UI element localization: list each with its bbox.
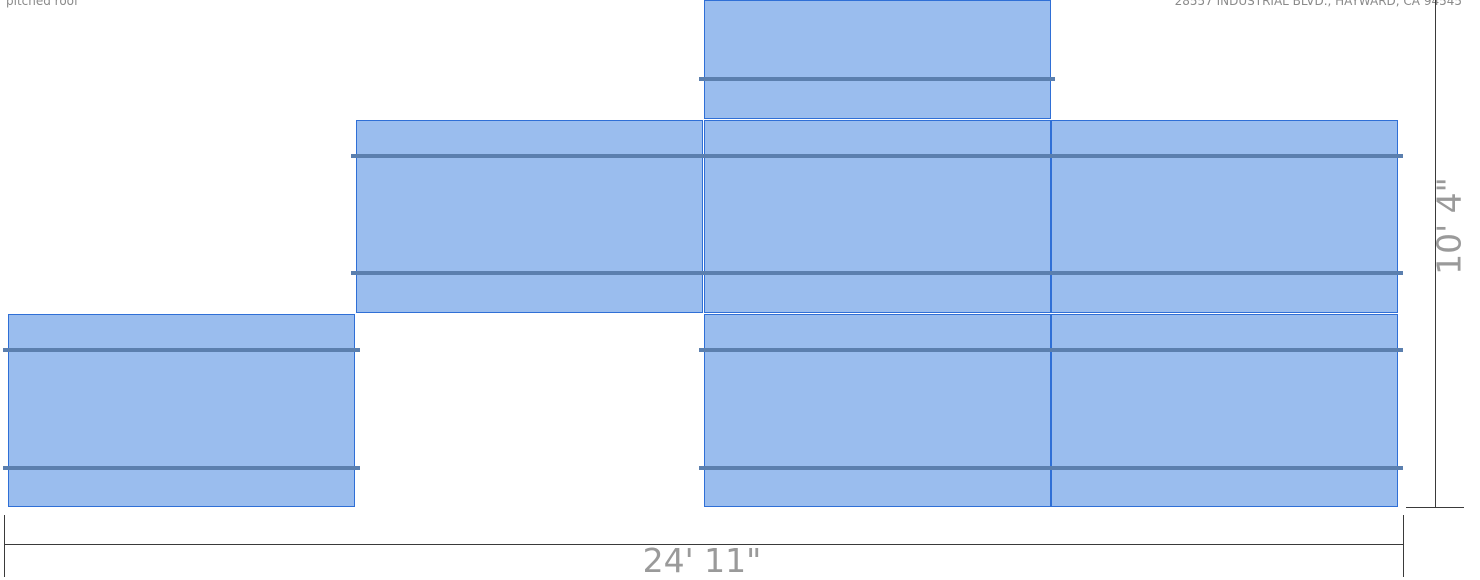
width-dimension-label: 24' 11": [642, 541, 762, 580]
mounting-rail: [699, 348, 1403, 352]
height-dimension-label: 10' 4": [1429, 177, 1469, 275]
solar-panel[interactable]: [1051, 120, 1398, 313]
mounting-rail: [351, 154, 1403, 158]
mounting-rail: [699, 77, 1055, 81]
mounting-rail: [3, 348, 360, 352]
height-dimension-line: [1435, 0, 1436, 508]
height-dimension-tick-bottom: [1406, 507, 1464, 508]
solar-panel[interactable]: [704, 120, 1051, 313]
solar-panel[interactable]: [356, 120, 703, 313]
mounting-rail: [699, 466, 1403, 470]
solar-panel[interactable]: [8, 314, 355, 507]
width-dimension-tick-right: [1403, 515, 1404, 577]
site-address-label: 28557 INDUSTRIAL BLVD., HAYWARD, CA 9454…: [1174, 0, 1462, 8]
width-dimension-line: [4, 544, 1404, 545]
mounting-rail: [3, 466, 360, 470]
width-dimension-tick-left: [4, 515, 5, 577]
solar-panel[interactable]: [704, 314, 1051, 507]
solar-panel[interactable]: [704, 0, 1051, 119]
mounting-rail: [351, 271, 1403, 275]
solar-panel[interactable]: [1051, 314, 1398, 507]
roof-type-label: pitched roof: [6, 0, 79, 8]
